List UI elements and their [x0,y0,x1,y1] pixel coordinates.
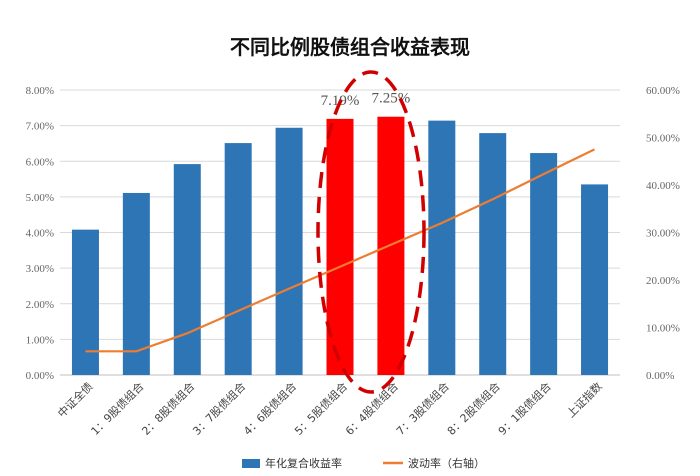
volatility-line-path [85,148,595,353]
volatility-line [85,148,595,353]
highlight-ellipse [316,70,426,394]
category-labels: 中证全债1：9股债组合2：8股债组合3：7股债组合4：6股债组合5：5股债组合6… [55,379,605,438]
right-tick-label: 50.00% [646,133,680,145]
category-label: 8：2股债组合 [444,379,503,438]
left-tick-label: 1.00% [26,334,54,346]
category-label: 7：3股债组合 [393,379,452,438]
category-label: 5：5股债组合 [291,379,350,438]
bar [122,192,150,375]
right-tick-label: 10.00% [646,323,680,335]
left-tick-label: 8.00% [26,85,54,97]
bar [275,127,303,375]
bars [71,116,609,375]
category-label: 2：8股债组合 [139,379,198,438]
chart-title: 不同比例股债组合收益表现 [230,35,470,59]
bar [173,164,201,375]
bar [428,120,456,375]
legend: 年化复合收益率 波动率（右轴） [242,456,485,470]
left-axis-ticks: 0.00% 1.00% 2.00% 3.00% 4.00% 5.00% 6.00% 7.00%… [26,85,54,382]
left-tick-label: 2.00% [26,299,54,311]
left-tick-label: 4.00% [26,228,54,240]
left-tick-label: 3.00% [26,263,54,275]
bar [224,143,252,375]
bar [479,133,507,375]
left-tick-label: 0.00% [26,370,54,382]
right-tick-label: 40.00% [646,180,680,192]
right-tick-label: 20.00% [646,275,680,287]
category-label: 上证指数 [564,379,605,420]
right-axis-ticks: 0.00% 10.00% 20.00% 30.00% 40.00% 50.00% 60.00… [646,85,680,382]
category-label: 9：1股债组合 [495,379,554,438]
left-tick-label: 7.00% [26,121,54,133]
right-tick-label: 30.00% [646,228,680,240]
left-tick-label: 5.00% [26,192,54,204]
category-label: 3：7股债组合 [190,379,249,438]
legend-label-line: 波动率（右轴） [408,456,485,470]
legend-swatch-bar [242,459,260,468]
category-label: 中证全债 [55,379,96,420]
category-label: 6：4股债组合 [342,379,401,438]
legend-label-bar: 年化复合收益率 [265,456,342,470]
category-label: 1：9股债组合 [88,379,147,438]
left-tick-label: 6.00% [26,156,54,168]
data-labels: 7.19% 7.25% [321,91,411,109]
bar [581,184,609,375]
category-label: 4：6股债组合 [241,379,300,438]
bar [530,153,558,375]
right-tick-label: 60.00% [646,85,680,97]
bar [71,229,99,375]
right-tick-label: 0.00% [646,370,674,382]
